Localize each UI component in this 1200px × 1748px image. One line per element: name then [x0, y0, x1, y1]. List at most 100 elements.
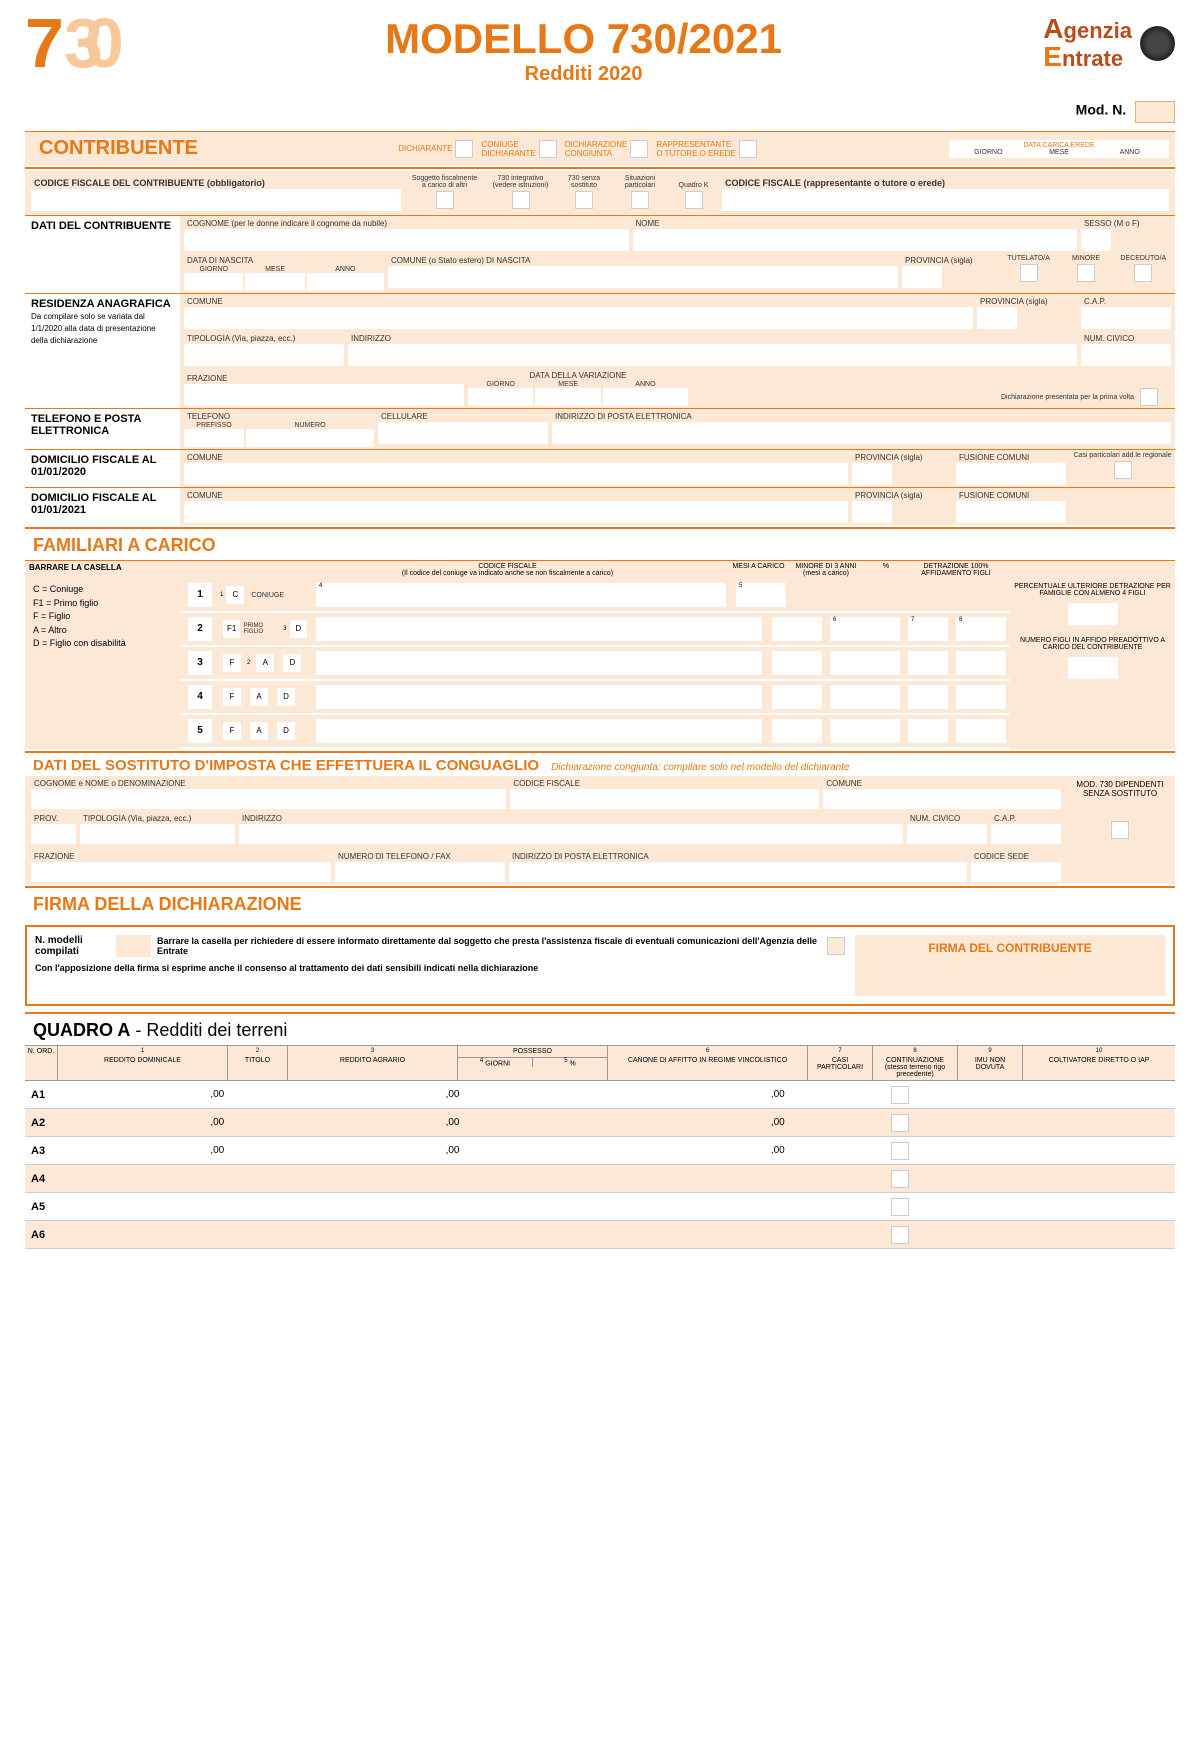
- domicilio-2021: DOMICILIO FISCALE AL 01/01/2021 COMUNE P…: [25, 488, 1175, 525]
- dom1-prov[interactable]: [852, 463, 892, 485]
- sost-tipologia[interactable]: [80, 824, 235, 844]
- quadroA-row-A1: A1 ,00 ,00 ,00: [25, 1081, 1175, 1109]
- comune-nascita-input[interactable]: [388, 266, 898, 288]
- fam2-f1[interactable]: F1: [223, 620, 240, 638]
- quadroA-row-A5: A5: [25, 1193, 1175, 1221]
- check-firma-info[interactable]: [827, 937, 845, 955]
- cf2-input[interactable]: [722, 189, 1169, 211]
- res-prov[interactable]: [977, 307, 1017, 329]
- fam-side1-input[interactable]: [1068, 603, 1118, 625]
- prov-nascita-input[interactable]: [902, 266, 942, 288]
- dom2-fusione[interactable]: [956, 501, 1066, 523]
- fam1-c[interactable]: C: [226, 586, 244, 604]
- familiari-header: BARRARE LA CASELLA CODICE FISCALE(Il cod…: [25, 561, 1175, 579]
- quadroA-row-A2: A2 ,00 ,00 ,00: [25, 1109, 1175, 1137]
- fam4-f[interactable]: F: [223, 688, 241, 706]
- agenzia-logo: Agenzia Entrate: [1043, 15, 1175, 71]
- quadroA-header: N. ORD. 1REDDITO DOMINICALE 2TITOLO 3RED…: [25, 1045, 1175, 1081]
- qa-A5-cont[interactable]: [891, 1198, 909, 1216]
- sesso-input[interactable]: [1081, 229, 1111, 251]
- dom1-fusione[interactable]: [956, 463, 1066, 485]
- sost-indirizzo[interactable]: [239, 824, 903, 844]
- domicilio-2020: DOMICILIO FISCALE AL 01/01/2020 COMUNE P…: [25, 450, 1175, 487]
- section-contribuente: CONTRIBUENTE: [31, 135, 206, 162]
- fam-side2-input[interactable]: [1068, 657, 1118, 679]
- sost-email[interactable]: [509, 862, 967, 882]
- var-anno[interactable]: [603, 388, 688, 406]
- cellulare-input[interactable]: [378, 422, 548, 444]
- check-deceduto[interactable]: [1134, 264, 1152, 282]
- sost-cognome[interactable]: [31, 789, 506, 809]
- sost-cap[interactable]: [991, 824, 1061, 844]
- dati-contribuente: DATI DEL CONTRIBUENTE COGNOME (per le do…: [25, 216, 1175, 293]
- nome-input[interactable]: [633, 229, 1078, 251]
- dom2-prov[interactable]: [852, 501, 892, 523]
- check-quadro-k[interactable]: [685, 191, 703, 209]
- check-tutelato[interactable]: [1020, 264, 1038, 282]
- fam5-a[interactable]: A: [250, 722, 268, 740]
- email-input[interactable]: [552, 422, 1171, 444]
- mese-input[interactable]: [245, 273, 304, 291]
- check-coniuge[interactable]: [539, 140, 557, 158]
- sostituto-row1: COGNOME e NOME o DENOMINAZIONE CODICE FI…: [25, 776, 1175, 811]
- res-cap[interactable]: [1081, 307, 1171, 329]
- check-rappresentante[interactable]: [739, 140, 757, 158]
- check-congiunta[interactable]: [630, 140, 648, 158]
- dom1-comune[interactable]: [184, 463, 848, 485]
- quadroA-row-A4: A4: [25, 1165, 1175, 1193]
- fam2-d[interactable]: D: [290, 620, 307, 638]
- check-minore[interactable]: [1077, 264, 1095, 282]
- sost-telfax[interactable]: [335, 862, 505, 882]
- check-situazioni[interactable]: [631, 191, 649, 209]
- res-indirizzo[interactable]: [348, 344, 1077, 366]
- var-giorno[interactable]: [468, 388, 533, 406]
- fam3-d[interactable]: D: [283, 654, 301, 672]
- residenza-title: RESIDENZA ANAGRAFICA: [31, 298, 171, 310]
- check-dichiarante[interactable]: [455, 140, 473, 158]
- fam4-a[interactable]: A: [250, 688, 268, 706]
- dom2-comune[interactable]: [184, 501, 848, 523]
- nmod-input[interactable]: [116, 935, 151, 957]
- check-prima-volta[interactable]: [1140, 388, 1158, 406]
- check-mod730-senza[interactable]: [1111, 821, 1129, 839]
- fam3-f[interactable]: F: [223, 654, 241, 672]
- sost-comune[interactable]: [823, 789, 1061, 809]
- tel-prefisso[interactable]: [184, 429, 244, 447]
- res-frazione[interactable]: [184, 384, 464, 406]
- giorno-input[interactable]: [184, 273, 243, 291]
- res-comune[interactable]: [184, 307, 973, 329]
- familiari-legend: C = Coniuge F1 = Primo figlio F = Figlio…: [25, 579, 180, 749]
- res-tipologia[interactable]: [184, 344, 344, 366]
- check-casi-part[interactable]: [1114, 461, 1132, 479]
- sost-civico[interactable]: [907, 824, 987, 844]
- firma-sign-area[interactable]: FIRMA DEL CONTRIBUENTE: [855, 935, 1165, 996]
- check-soggetto-carico[interactable]: [436, 191, 454, 209]
- quadroA-rows: A1 ,00 ,00 ,00 A2 ,00 ,00 ,00 A3: [25, 1081, 1175, 1249]
- qa-A1-cont[interactable]: [891, 1086, 909, 1104]
- check-integrativo[interactable]: [512, 191, 530, 209]
- check-senza-sostituto[interactable]: [575, 191, 593, 209]
- sost-cf[interactable]: [510, 789, 819, 809]
- mod-n-input[interactable]: [1135, 101, 1175, 123]
- quadroA-row-A3: A3 ,00 ,00 ,00: [25, 1137, 1175, 1165]
- sost-prov[interactable]: [31, 824, 76, 844]
- anno-input[interactable]: [307, 273, 384, 291]
- fam5-f[interactable]: F: [223, 722, 241, 740]
- sost-frazione[interactable]: [31, 862, 331, 882]
- fam4-d[interactable]: D: [277, 688, 295, 706]
- qa-A4-cont[interactable]: [891, 1170, 909, 1188]
- res-civico[interactable]: [1081, 344, 1171, 366]
- familiari-table: C = Coniuge F1 = Primo figlio F = Figlio…: [25, 579, 1175, 749]
- qa-A3-cont[interactable]: [891, 1142, 909, 1160]
- fam3-a[interactable]: A: [256, 654, 274, 672]
- familiari-title: FAMILIARI A CARICO: [25, 531, 1175, 560]
- cf-input[interactable]: [31, 189, 401, 211]
- qa-A6-cont[interactable]: [891, 1226, 909, 1244]
- cognome-input[interactable]: [184, 229, 629, 251]
- qa-A2-cont[interactable]: [891, 1114, 909, 1132]
- sost-sede[interactable]: [971, 862, 1061, 882]
- tel-numero[interactable]: [246, 429, 374, 447]
- var-mese[interactable]: [535, 388, 600, 406]
- fam5-d[interactable]: D: [277, 722, 295, 740]
- erede-title: DATA CARICA EREDE: [953, 142, 1165, 149]
